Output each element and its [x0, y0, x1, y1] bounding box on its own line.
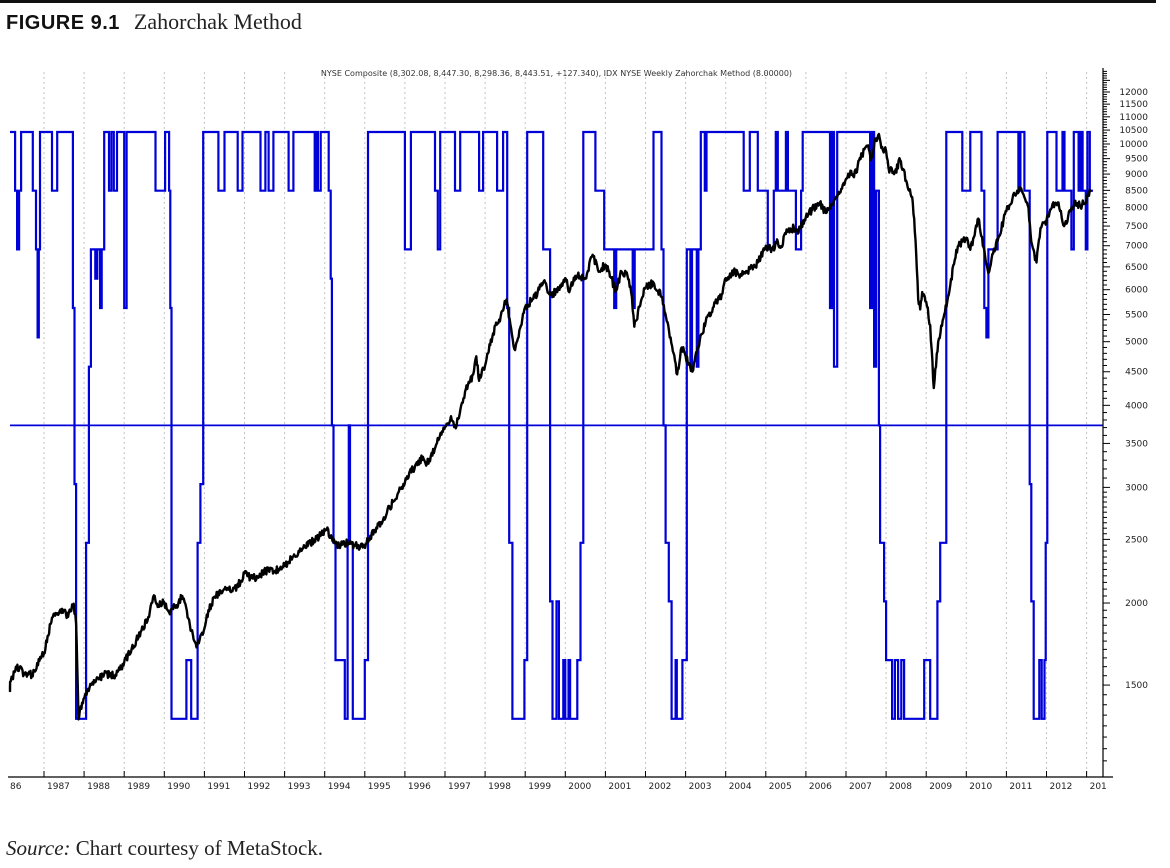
x-axis-label: 2009 [929, 782, 952, 792]
x-axis-label: 1999 [528, 782, 551, 792]
x-axis-label: 1996 [408, 782, 431, 792]
y-axis-label: 5500 [1125, 311, 1148, 321]
figure-label: FIGURE 9.1 [6, 12, 120, 34]
x-axis-label: 201 [1090, 782, 1107, 792]
x-axis-label: 2002 [649, 782, 672, 792]
x-axis-label: 1987 [47, 782, 70, 792]
top-rule [0, 0, 1156, 3]
y-axis-label: 9000 [1125, 170, 1148, 180]
y-axis-label: 10500 [1119, 126, 1148, 136]
x-axis-label: 1990 [167, 782, 190, 792]
y-axis-label: 11000 [1119, 113, 1148, 123]
y-axis-label: 4000 [1125, 401, 1148, 411]
y-axis-label: 2000 [1125, 599, 1148, 609]
x-axis-label: 2000 [568, 782, 591, 792]
y-axis-label: 12000 [1119, 88, 1148, 98]
x-axis-label: 1997 [448, 782, 471, 792]
y-axis-label: 4500 [1125, 368, 1148, 378]
x-axis-label: 1993 [288, 782, 311, 792]
x-axis-label: 2005 [769, 782, 792, 792]
y-axis-label: 8500 [1125, 186, 1148, 196]
x-axis-label: 2008 [889, 782, 912, 792]
x-axis-label: 2006 [809, 782, 832, 792]
x-axis-label: 2010 [969, 782, 992, 792]
y-axis-label: 2500 [1125, 535, 1148, 545]
y-axis-label: 6000 [1125, 286, 1148, 296]
y-axis-label: 1500 [1125, 681, 1148, 691]
y-axis-label: 5000 [1125, 338, 1148, 348]
figure-title: Zahorchak Method [133, 9, 302, 34]
x-axis-label: 1989 [127, 782, 150, 792]
y-axis-label: 11500 [1119, 100, 1148, 110]
x-axis-label: 1992 [248, 782, 271, 792]
y-axis-label: 7500 [1125, 222, 1148, 232]
source-prefix: Source: [6, 836, 71, 860]
source-text: Chart courtesy of MetaStock. [70, 836, 324, 860]
y-axis-label: 6500 [1125, 263, 1148, 273]
nyse-composite-line [8, 132, 1092, 721]
y-axis-label: 7000 [1125, 242, 1148, 252]
x-axis-label: 2007 [849, 782, 872, 792]
y-axis-label: 9500 [1125, 155, 1148, 165]
figure-caption: FIGURE 9.1 Zahorchak Method [6, 9, 302, 35]
x-axis-label: 1991 [207, 782, 230, 792]
x-axis-label: 2003 [689, 782, 712, 792]
y-axis-label: 10000 [1119, 140, 1148, 150]
x-axis-label: 2012 [1050, 782, 1073, 792]
x-axis-label: 2001 [608, 782, 631, 792]
chart-header-text: NYSE Composite (8,302.08, 8,447.30, 8,29… [320, 69, 793, 78]
x-axis-label: 2004 [729, 782, 752, 792]
x-axis-label: 1988 [87, 782, 110, 792]
y-axis-label: 3000 [1125, 483, 1148, 493]
x-axis-label: 1998 [488, 782, 511, 792]
x-axis-label: 1995 [368, 782, 391, 792]
x-axis-label: 1994 [328, 782, 351, 792]
y-axis-label: 8000 [1125, 204, 1148, 214]
y-axis-label: 3500 [1125, 439, 1148, 449]
source-note: Source: Chart courtesy of MetaStock. [6, 836, 323, 861]
x-axis-label: 86 [10, 782, 22, 792]
x-axis-label: 2011 [1009, 782, 1032, 792]
zahorchak-step-line [10, 130, 1093, 720]
